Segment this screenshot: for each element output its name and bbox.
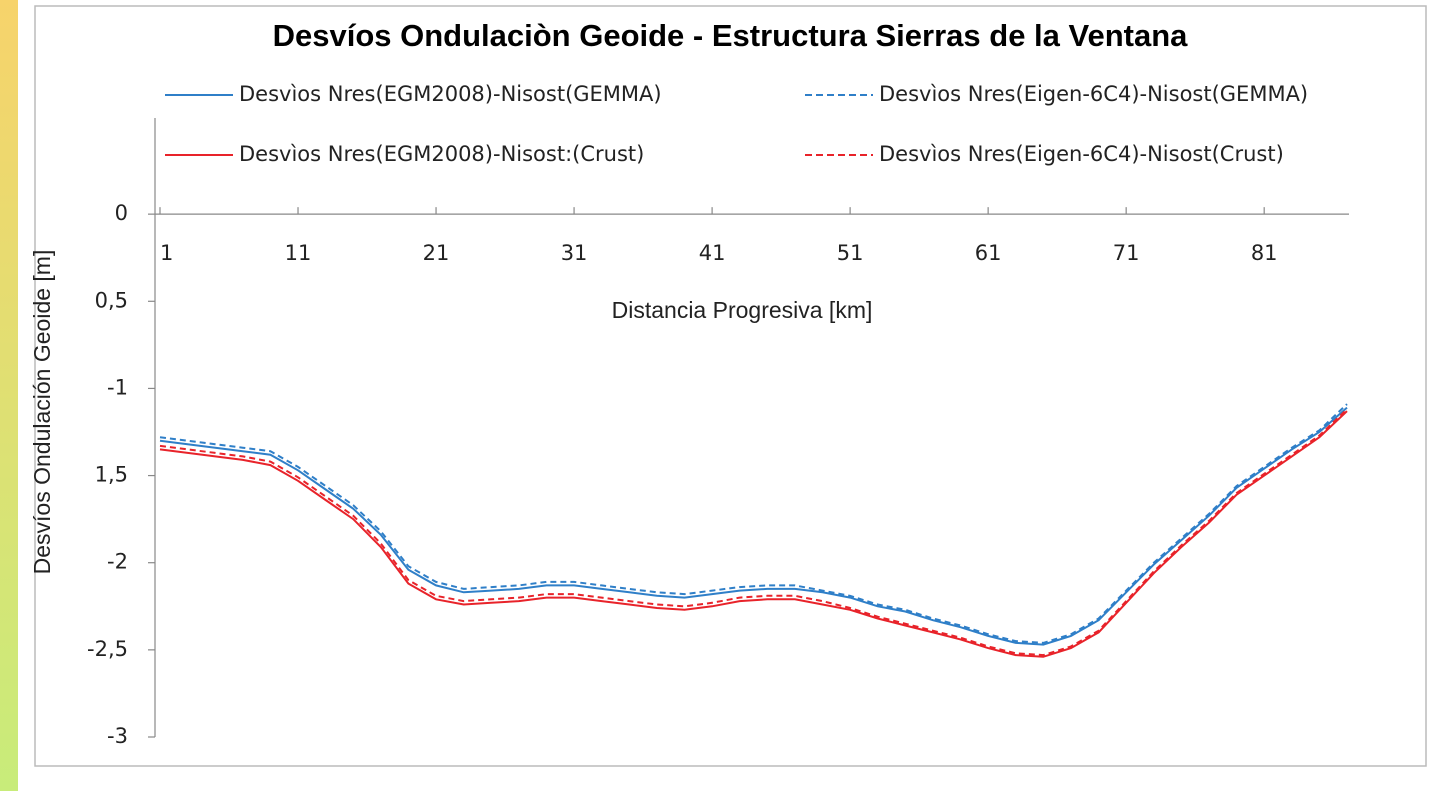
y-axis-title: Desvíos Ondulación Geoide [m] (29, 250, 55, 575)
side-strip (0, 0, 18, 791)
y-tick-label: -1 (107, 375, 128, 399)
y-tick-label: -2,5 (87, 637, 128, 661)
x-tick-label: 31 (561, 241, 588, 265)
series-line (159, 406, 1348, 646)
x-tick-label: 1 (160, 241, 173, 265)
x-tick-label: 41 (699, 241, 726, 265)
legend-label: Desvìos Nres(Eigen-6C4)-Nisost(GEMMA) (879, 82, 1308, 106)
x-tick-label: 21 (423, 241, 450, 265)
y-tick-label: -3 (107, 724, 128, 748)
series-line (159, 403, 1348, 644)
legend-label: Desvìos Nres(EGM2008)-Nisost:(Crust) (239, 142, 644, 166)
series-line (159, 410, 1348, 658)
x-tick-label: 11 (285, 241, 312, 265)
legend-label: Desvìos Nres(EGM2008)-Nisost(GEMMA) (239, 82, 662, 106)
chart-title: Desvíos Ondulaciòn Geoide - Estructura S… (273, 18, 1189, 53)
y-tick-label: 1,5 (95, 463, 128, 487)
x-tick-label: 71 (1113, 241, 1140, 265)
x-tick-label: 61 (975, 241, 1002, 265)
y-tick-label: 0,5 (95, 288, 128, 312)
series-line (159, 408, 1348, 657)
x-tick-label: 81 (1251, 241, 1278, 265)
legend-label: Desvìos Nres(Eigen-6C4)-Nisost(Crust) (879, 142, 1284, 166)
chart-border (34, 5, 1427, 767)
x-tick-label: 51 (837, 241, 864, 265)
y-tick-label: -2 (107, 550, 128, 574)
y-tick-label: 0 (115, 201, 128, 225)
x-axis-title: Distancia Progresiva [km] (612, 297, 873, 323)
